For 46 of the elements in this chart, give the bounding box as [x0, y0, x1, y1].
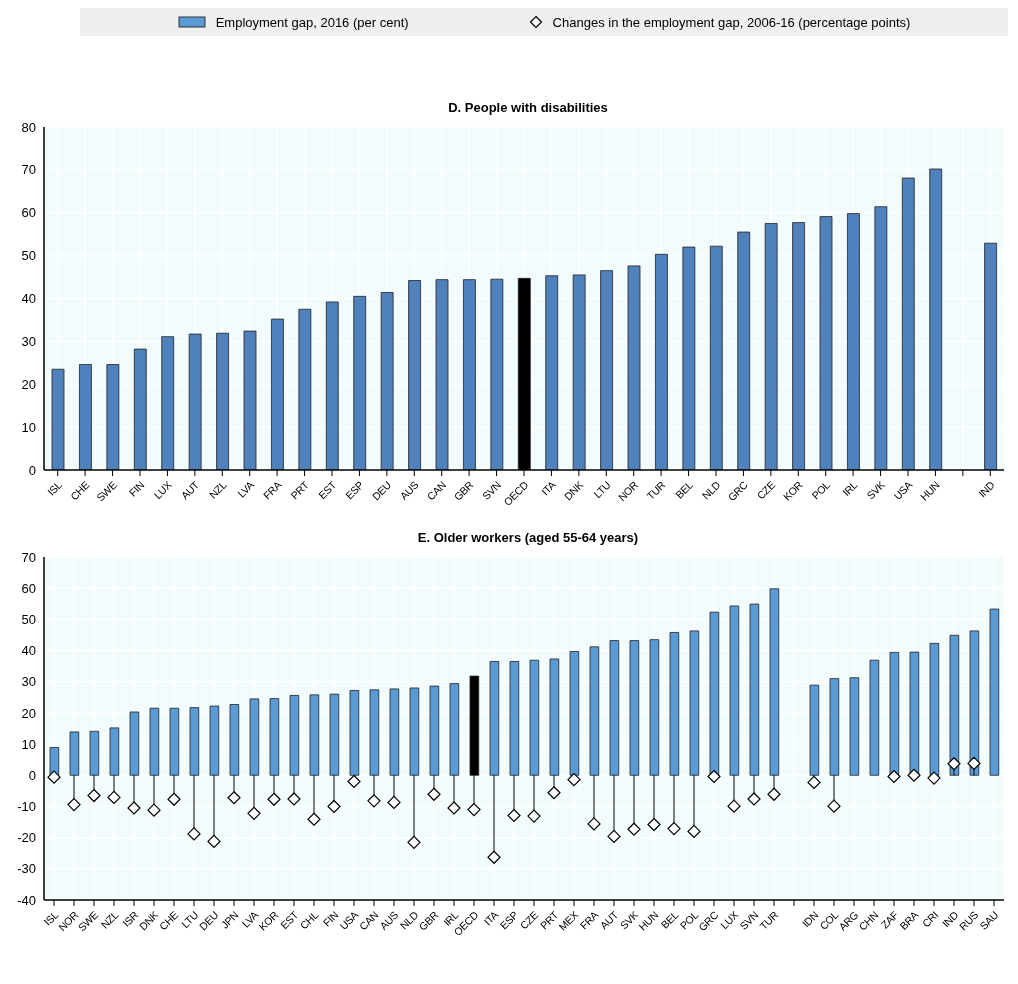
- y-tick-label: 60: [21, 580, 36, 596]
- x-tick-label: TUR: [644, 478, 668, 502]
- x-tick-label: ISL: [44, 478, 65, 498]
- x-tick-label: BEL: [658, 908, 681, 931]
- x-tick-label: USA: [891, 478, 915, 502]
- legend-label: Changes in the employment gap, 2006-16 (percentage points): [552, 14, 911, 30]
- x-tick-label: FIN: [320, 908, 341, 929]
- x-tick-label: IND: [975, 478, 998, 500]
- y-tick-label: -10: [17, 799, 36, 815]
- x-tick-label: BEL: [672, 478, 696, 501]
- y-tick-label: 70: [21, 549, 36, 565]
- y-tick-label: 50: [21, 611, 36, 627]
- x-tick-label: ITA: [481, 908, 501, 928]
- y-tick-label: 40: [21, 643, 36, 659]
- x-tick-label: CRI: [919, 908, 941, 930]
- y-tick-label: 50: [21, 248, 36, 264]
- y-tick-label: 60: [21, 205, 36, 221]
- x-tick-label: NLD: [699, 478, 723, 502]
- x-tick-label: FIN: [126, 478, 147, 499]
- x-tick-label: NLD: [397, 908, 421, 932]
- y-tick-label: 10: [21, 736, 36, 752]
- y-tick-label: 0: [28, 462, 36, 478]
- x-tick-label: POL: [809, 478, 833, 502]
- x-tick-label: CHL: [297, 908, 321, 932]
- x-tick-label: ITA: [538, 478, 558, 498]
- y-tick-label: 70: [21, 162, 36, 178]
- y-tick-label: 30: [21, 333, 36, 349]
- y-tick-label: 20: [21, 705, 36, 721]
- y-tick-label: -40: [17, 892, 36, 908]
- x-tick-label: LVA: [235, 478, 257, 500]
- y-tick-label: 10: [21, 419, 36, 435]
- y-tick-label: -20: [17, 830, 36, 846]
- legend-label: Employment gap, 2016 (per cent): [215, 14, 409, 30]
- y-tick-label: 40: [21, 291, 36, 307]
- x-tick-label: IRL: [839, 478, 860, 499]
- x-tick-label: NZL: [98, 908, 121, 931]
- x-tick-label: NZL: [206, 478, 229, 501]
- y-tick-label: 0: [28, 767, 36, 783]
- chart-title: D. People with disabilities: [447, 100, 609, 115]
- x-tick-label: IDN: [799, 908, 821, 930]
- x-tick-label: LTU: [591, 478, 613, 501]
- y-tick-label: 80: [21, 119, 36, 135]
- y-tick-label: 20: [21, 376, 36, 392]
- y-tick-label: 30: [21, 674, 36, 690]
- y-tick-label: -30: [17, 861, 36, 877]
- chart-title: E. Older workers (aged 55-64 years): [416, 530, 640, 545]
